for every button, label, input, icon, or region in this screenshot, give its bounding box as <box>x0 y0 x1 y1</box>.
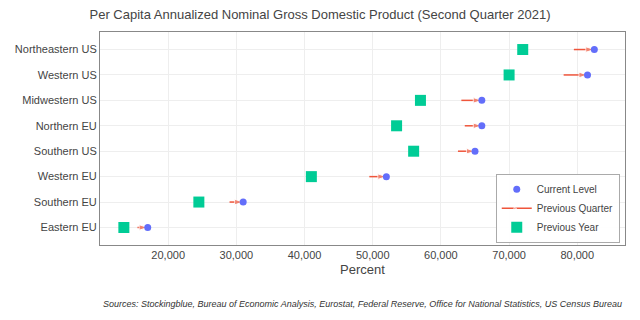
svg-text:Percent: Percent <box>340 262 385 277</box>
svg-text:Current Level: Current Level <box>537 184 597 195</box>
svg-text:Southern EU: Southern EU <box>34 196 97 208</box>
svg-text:Southern US: Southern US <box>34 145 97 157</box>
svg-text:20,000: 20,000 <box>151 249 185 261</box>
svg-text:Northeastern US: Northeastern US <box>15 43 97 55</box>
svg-text:Western US: Western US <box>38 69 97 81</box>
svg-text:Eastern EU: Eastern EU <box>41 221 97 233</box>
svg-text:Previous Quarter: Previous Quarter <box>537 203 613 214</box>
svg-text:50,000: 50,000 <box>356 249 390 261</box>
svg-text:Western EU: Western EU <box>38 170 97 182</box>
svg-text:70,000: 70,000 <box>492 249 526 261</box>
svg-text:40,000: 40,000 <box>288 249 322 261</box>
svg-text:Per Capita Annualized Nominal: Per Capita Annualized Nominal Gross Dome… <box>90 7 551 22</box>
svg-text:Sources: Stockingblue, Bureau: Sources: Stockingblue, Bureau of Economi… <box>103 299 622 309</box>
svg-text:Previous Year: Previous Year <box>537 222 599 233</box>
svg-text:Midwestern US: Midwestern US <box>22 94 97 106</box>
svg-text:30,000: 30,000 <box>220 249 254 261</box>
svg-text:Northern EU: Northern EU <box>36 120 97 132</box>
svg-text:80,000: 80,000 <box>560 249 594 261</box>
svg-text:60,000: 60,000 <box>424 249 458 261</box>
